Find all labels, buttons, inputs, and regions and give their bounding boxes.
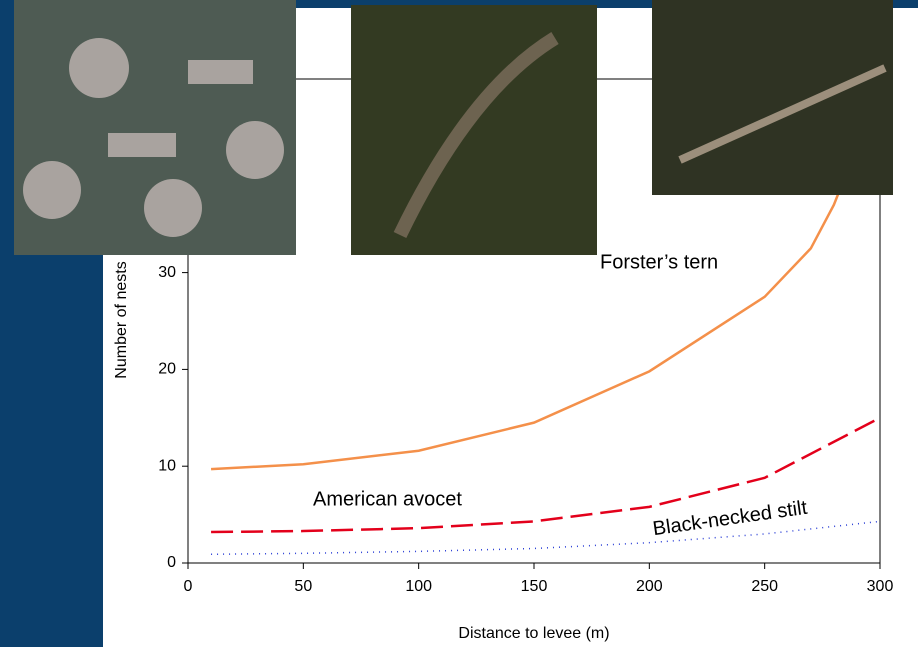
x-tick-label: 50 bbox=[294, 578, 312, 595]
photo bbox=[652, 0, 893, 195]
chart: 05010015020025030001020304050 Distance t… bbox=[0, 0, 918, 647]
x-tick-label: 300 bbox=[867, 578, 894, 595]
y-tick-label: 30 bbox=[158, 264, 176, 281]
series-label: American avocet bbox=[313, 488, 462, 510]
photo bbox=[14, 0, 296, 255]
y-tick-label: 10 bbox=[158, 457, 176, 474]
x-axis-label: Distance to levee (m) bbox=[458, 625, 609, 642]
x-tick-label: 200 bbox=[636, 578, 663, 595]
x-tick-label: 0 bbox=[184, 578, 193, 595]
page: 05010015020025030001020304050 Distance t… bbox=[0, 0, 918, 647]
y-axis-label: Number of nests bbox=[113, 261, 130, 378]
y-tick-label: 0 bbox=[167, 554, 176, 571]
photo bbox=[351, 5, 597, 255]
x-tick-label: 150 bbox=[521, 578, 548, 595]
y-tick-label: 20 bbox=[158, 361, 176, 378]
x-tick-label: 250 bbox=[751, 578, 778, 595]
x-tick-label: 100 bbox=[405, 578, 432, 595]
series-label: Forster’s tern bbox=[600, 251, 718, 273]
